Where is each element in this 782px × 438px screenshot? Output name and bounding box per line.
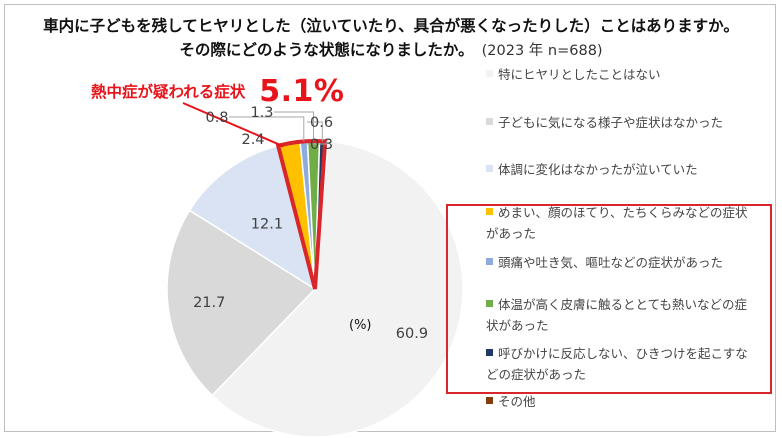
legend-swatch bbox=[486, 258, 493, 265]
data-label-3: 12.1 bbox=[251, 216, 283, 232]
data-label-5: 0.8 bbox=[205, 110, 228, 126]
legend-item-8: その他 bbox=[486, 391, 748, 412]
legend-highlight-box bbox=[446, 204, 772, 394]
chart-title-question: その際にどのような状態になりましたか。 bbox=[179, 41, 474, 59]
legend-label: その他 bbox=[498, 394, 536, 409]
legend-item-5: 頭痛や吐き気、嘔吐などの症状があった bbox=[486, 252, 748, 273]
pie-slice-2 bbox=[166, 209, 317, 397]
heatstroke-callout: 熱中症が疑われる症状 5.1% bbox=[91, 74, 344, 109]
callout-value: 5.1% bbox=[259, 74, 345, 109]
legend-label: 頭痛や吐き気、嘔吐などの症状があった bbox=[498, 255, 724, 270]
callout-label: 熱中症が疑われる症状 bbox=[91, 83, 246, 101]
legend-label: 子どもに気になる様子や症状はなかった bbox=[498, 115, 724, 130]
legend-label: 呼びかけに反応しない、ひきつけを起こすなどの症状があった bbox=[486, 346, 748, 382]
data-label-4: 2.4 bbox=[241, 132, 264, 148]
chart-title-line1: 車内に子どもを残してヒヤリとした（泣いていたり、具合が悪くなったりした）ことはあ… bbox=[43, 17, 739, 35]
legend-item-1: 特にヒヤリとしたことはない bbox=[486, 64, 748, 85]
legend-swatch bbox=[486, 349, 493, 356]
callout-pointer-line bbox=[182, 102, 284, 148]
unit-label: (%) bbox=[349, 318, 372, 333]
leader-line-8 bbox=[307, 141, 327, 145]
legend-label: めまい、顔のほてり、たちくらみなどの症状があった bbox=[486, 205, 748, 241]
legend-item-3: 体調に変化はなかったが泣いていた bbox=[486, 159, 748, 180]
legend-swatch bbox=[486, 118, 493, 125]
legend-swatch bbox=[486, 208, 493, 215]
chart-title-line2: その際にどのような状態になりましたか。 (2023 年 n=688) bbox=[0, 38, 782, 60]
legend-item-4: めまい、顔のほてり、たちくらみなどの症状があった bbox=[486, 202, 748, 244]
leader-line-5 bbox=[229, 116, 305, 142]
chart-frame bbox=[4, 4, 776, 432]
data-label-2: 21.7 bbox=[193, 295, 225, 311]
legend-swatch bbox=[486, 165, 493, 172]
pie-slice-1 bbox=[211, 140, 464, 438]
legend-item-2: 子どもに気になる様子や症状はなかった bbox=[486, 112, 748, 133]
leader-line-6 bbox=[274, 111, 314, 141]
legend-swatch bbox=[486, 397, 493, 404]
leader-line-7 bbox=[307, 121, 323, 142]
legend-label: 体調に変化はなかったが泣いていた bbox=[498, 162, 698, 177]
legend-item-7: 呼びかけに反応しない、ひきつけを起こすなどの症状があった bbox=[486, 343, 748, 385]
legend-swatch bbox=[486, 70, 493, 77]
data-label-6: 1.3 bbox=[250, 105, 273, 121]
pie-slice-3 bbox=[188, 144, 317, 291]
legend-item-6: 体温が高く皮膚に触るととても熱いなどの症状があった bbox=[486, 294, 748, 336]
data-label-8: 0.3 bbox=[310, 137, 333, 153]
legend-label: 体温が高く皮膚に触るととても熱いなどの症状があった bbox=[486, 297, 748, 333]
legend-label: 特にヒヤリとしたことはない bbox=[498, 67, 661, 82]
legend-swatch bbox=[486, 300, 493, 307]
data-label-1: 60.9 bbox=[396, 326, 428, 342]
data-label-7: 0.6 bbox=[310, 115, 333, 131]
chart-subtitle: (2023 年 n=688) bbox=[481, 43, 603, 59]
heatstroke-highlight-outline bbox=[275, 139, 328, 290]
